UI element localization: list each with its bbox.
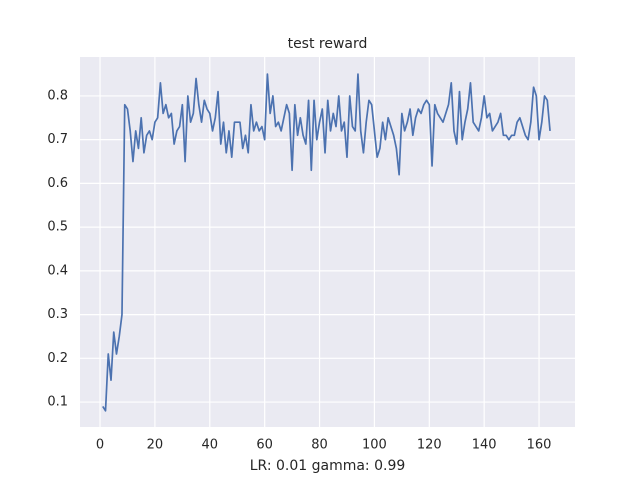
x-tick-label: 60	[256, 438, 273, 453]
x-tick-label: 100	[362, 438, 387, 453]
x-tick-label: 120	[417, 438, 442, 453]
y-tick-label: 0.6	[47, 176, 68, 191]
y-tick-label: 0.8	[47, 88, 68, 103]
y-tick-label: 0.4	[47, 263, 68, 278]
x-tick-label: 40	[202, 438, 219, 453]
x-tick-label: 20	[147, 438, 164, 453]
x-tick-label: 140	[472, 438, 497, 453]
y-tick-label: 0.2	[47, 351, 68, 366]
data-line	[102, 73, 551, 412]
x-tick-label: 0	[96, 438, 104, 453]
x-tick-label: 80	[311, 438, 328, 453]
chart-title: test reward	[288, 36, 368, 52]
y-tick-label: 0.7	[47, 132, 68, 147]
x-axis-label: LR: 0.01 gamma: 0.99	[250, 458, 406, 474]
x-tick-label: 160	[527, 438, 552, 453]
y-tick-label: 0.5	[47, 220, 68, 235]
y-tick-label: 0.3	[47, 307, 68, 322]
y-tick-label: 0.1	[47, 395, 68, 410]
